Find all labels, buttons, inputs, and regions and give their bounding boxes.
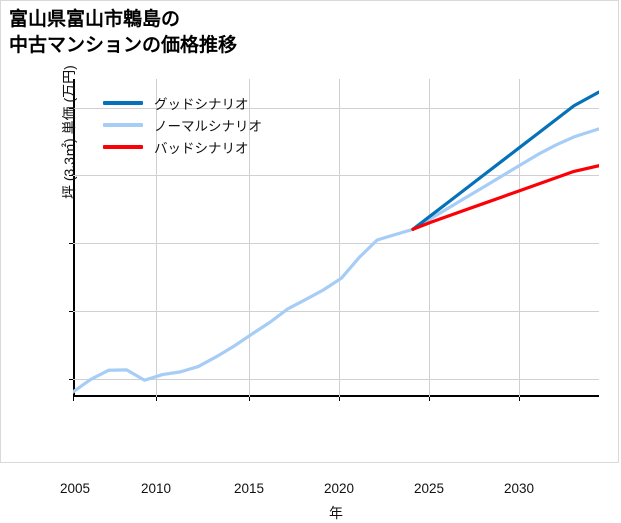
x-tick-label-2020: 2020 <box>323 481 355 496</box>
y-axis-title: 坪 (3.3㎡) 単価 (万円) <box>61 65 77 199</box>
legend-swatch-bad <box>103 145 143 149</box>
y-tick-mark-120 <box>69 108 73 109</box>
legend-label-bad: バッドシナリオ <box>154 141 249 156</box>
gridline-y-80 <box>73 243 599 244</box>
legend-swatch-normal <box>103 123 143 127</box>
x-tick-mark-2030 <box>519 397 520 401</box>
x-axis-line <box>73 395 599 397</box>
gridline-y-60 <box>73 311 599 312</box>
legend-label-normal: ノーマルシナリオ <box>154 119 262 134</box>
y-tick-mark-80 <box>69 243 73 244</box>
x-tick-label-2030: 2030 <box>503 481 535 496</box>
x-tick-mark-2025 <box>429 397 430 401</box>
legend-swatch-good <box>103 101 143 105</box>
y-tick-mark-60 <box>69 311 73 312</box>
x-tick-label-2015: 2015 <box>233 481 265 496</box>
legend-item-good: グッドシナリオ <box>103 92 262 114</box>
x-tick-label-2025: 2025 <box>413 481 445 496</box>
legend-item-bad: バッドシナリオ <box>103 136 262 158</box>
series-line-グッドシナリオ <box>411 90 599 231</box>
series-line-ノーマルシナリオ <box>73 127 599 394</box>
x-tick-mark-2015 <box>249 397 250 401</box>
x-tick-mark-2005 <box>73 397 74 401</box>
chart-title: 富山県富山市鵯島の 中古マンションの価格推移 <box>9 9 238 56</box>
x-tick-mark-2020 <box>339 397 340 401</box>
y-tick-mark-100 <box>69 175 73 176</box>
x-tick-mark-2010 <box>156 397 157 401</box>
y-tick-mark-40 <box>69 379 73 380</box>
gridline-x-2025 <box>429 79 430 397</box>
legend-item-normal: ノーマルシナリオ <box>103 114 262 136</box>
gridline-x-2030 <box>519 79 520 397</box>
x-axis-title: 年 <box>329 505 343 521</box>
gridline-y-100 <box>73 175 599 176</box>
gridline-y-40 <box>73 379 599 380</box>
legend-label-good: グッドシナリオ <box>154 97 249 112</box>
plot-area: 120 100 80 60 40 2005 2010 2015 2020 202… <box>60 65 599 521</box>
x-tick-label-2005: 2005 <box>59 481 91 496</box>
chart-legend: グッドシナリオ ノーマルシナリオ バッドシナリオ <box>103 92 262 158</box>
x-tick-label-2010: 2010 <box>140 481 172 496</box>
gridline-y-120 <box>73 108 599 109</box>
gridline-x-2020 <box>339 79 340 397</box>
